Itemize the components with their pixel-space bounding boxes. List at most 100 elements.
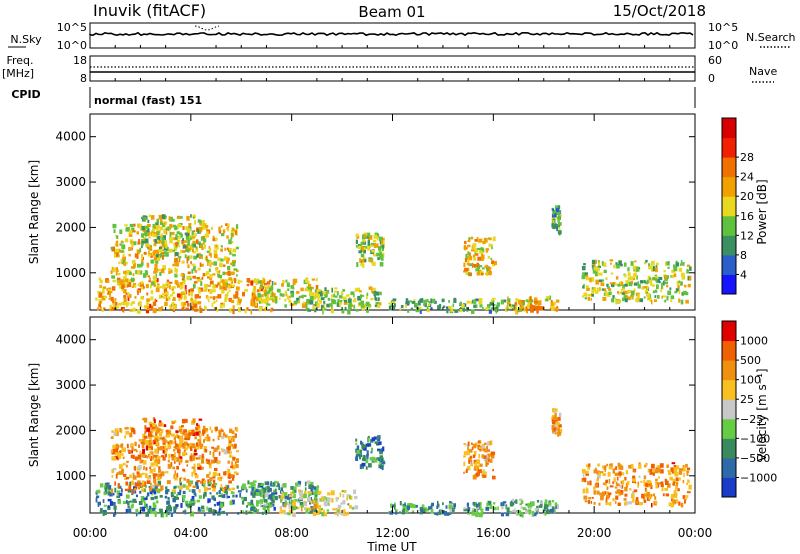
power-echo-cell xyxy=(148,277,151,280)
power-echo-cell xyxy=(224,295,228,300)
velocity-echo-cell xyxy=(310,488,313,492)
velocity-echo-cell xyxy=(617,502,621,506)
power-echo-cell xyxy=(177,235,182,239)
velocity-echo-cell xyxy=(168,453,171,459)
velocity-echo-cell xyxy=(177,435,180,439)
power-echo-cell xyxy=(610,262,612,265)
power-echo-cell xyxy=(123,276,127,280)
velocity-echo-cell xyxy=(117,483,120,489)
velocity-echo-cell xyxy=(128,450,131,454)
velocity-echo-cell xyxy=(519,498,523,501)
power-echo-cell xyxy=(687,283,691,288)
velocity-echo-cell xyxy=(149,437,152,442)
velocity-echo-cell xyxy=(223,449,228,455)
velocity-echo-cell xyxy=(558,412,562,418)
power-echo-cell xyxy=(163,254,166,257)
velocity-echo-cell xyxy=(263,503,268,506)
power-echo-cell xyxy=(180,249,182,254)
power-echo-cell xyxy=(683,284,687,288)
power-echo-cell xyxy=(591,292,594,297)
velocity-echo-cell xyxy=(420,509,423,513)
nsearch-trace xyxy=(194,25,220,31)
power-echo-cell xyxy=(172,263,176,267)
power-echo-cell xyxy=(674,291,678,294)
velocity-echo-cell xyxy=(198,426,201,431)
power-echo-cell xyxy=(605,277,608,280)
power-echo-cell xyxy=(661,295,663,299)
power-echo-cell xyxy=(488,266,492,270)
power-echo-cell xyxy=(172,298,176,301)
velocity-echo-cell xyxy=(299,501,304,506)
velocity-echo-cell xyxy=(191,466,196,469)
velocity-echo-cell xyxy=(339,492,342,497)
power-echo-cell xyxy=(369,258,373,263)
power-echo-cell xyxy=(608,288,612,291)
power-echo-cell xyxy=(491,308,493,312)
velocity-echo-cell xyxy=(178,452,181,458)
velocity-echo-cell xyxy=(117,485,122,489)
velocity-echo-cell xyxy=(176,465,179,470)
power-echo-cell xyxy=(124,283,127,286)
velocity-echo-cell xyxy=(231,430,235,434)
power-echo-cell xyxy=(147,224,151,228)
velocity-echo-cell xyxy=(365,443,369,446)
velocity-echo-cell xyxy=(159,420,162,423)
velocity-echo-cell xyxy=(313,486,317,491)
power-echo-cell xyxy=(530,308,534,313)
velocity-echo-cell xyxy=(196,447,200,450)
power-echo-cell xyxy=(311,278,316,281)
power-echo-cell xyxy=(315,285,319,290)
velocity-echo-cell xyxy=(166,433,171,438)
power-echo-cell xyxy=(229,250,232,255)
power-echo-cell xyxy=(258,297,263,301)
power-echo-cell xyxy=(648,265,653,270)
velocity-echo-cell xyxy=(469,448,473,453)
velocity-echo-cell xyxy=(381,461,386,465)
power-echo-cell xyxy=(174,257,178,263)
velocity-echo-cell xyxy=(207,479,209,483)
velocity-echo-cell xyxy=(666,464,669,468)
velocity-echo-cell xyxy=(411,510,415,513)
velocity-echo-cell xyxy=(316,485,320,489)
velocity-echo-cell xyxy=(141,488,145,492)
power-echo-cell xyxy=(267,285,271,288)
power-echo-cell xyxy=(160,306,164,310)
velocity-echo-cell xyxy=(481,454,485,459)
velocity-echo-cell xyxy=(473,512,477,516)
power-echo-cell xyxy=(357,295,362,301)
power-echo-cell xyxy=(276,288,281,293)
power-echo-cell xyxy=(481,248,485,253)
power-echo-cell xyxy=(529,304,533,309)
velocity-echo-cell xyxy=(203,491,207,497)
velocity-echo-cell xyxy=(112,444,116,449)
velocity-echo-cell xyxy=(179,456,183,459)
power-echo-cell xyxy=(666,261,669,265)
velocity-echo-cell xyxy=(543,511,547,514)
velocity-echo-cell xyxy=(218,490,221,494)
power-echo-cell xyxy=(336,291,339,296)
power-echo-cell xyxy=(123,262,127,267)
velocity-echo-cell xyxy=(220,476,223,479)
velocity-echo-cell xyxy=(193,454,196,457)
power-echo-cell xyxy=(152,228,156,231)
velocity-echo-cell xyxy=(674,493,678,499)
power-echo-cell xyxy=(650,282,653,287)
power-echo-cell xyxy=(485,307,489,311)
power-echo-cell xyxy=(590,277,595,282)
velocity-y-tick-label: 2000 xyxy=(55,423,86,437)
power-echo-cell xyxy=(648,279,652,284)
power-echo-cell xyxy=(430,298,433,304)
power-echo-cell xyxy=(118,280,122,286)
power-echo-cell xyxy=(185,233,190,237)
velocity-echo-cell xyxy=(317,490,322,495)
velocity-echo-cell xyxy=(614,472,619,476)
power-echo-cell xyxy=(138,301,142,306)
power-echo-cell xyxy=(213,249,218,255)
velocity-echo-cell xyxy=(361,444,365,449)
velocity-echo-cell xyxy=(241,496,244,500)
power-echo-cell xyxy=(120,258,124,264)
velocity-echo-cell xyxy=(122,456,125,460)
power-echo-cell xyxy=(143,305,147,309)
velocity-echo-cell xyxy=(222,488,225,493)
power-echo-cell xyxy=(193,255,197,260)
